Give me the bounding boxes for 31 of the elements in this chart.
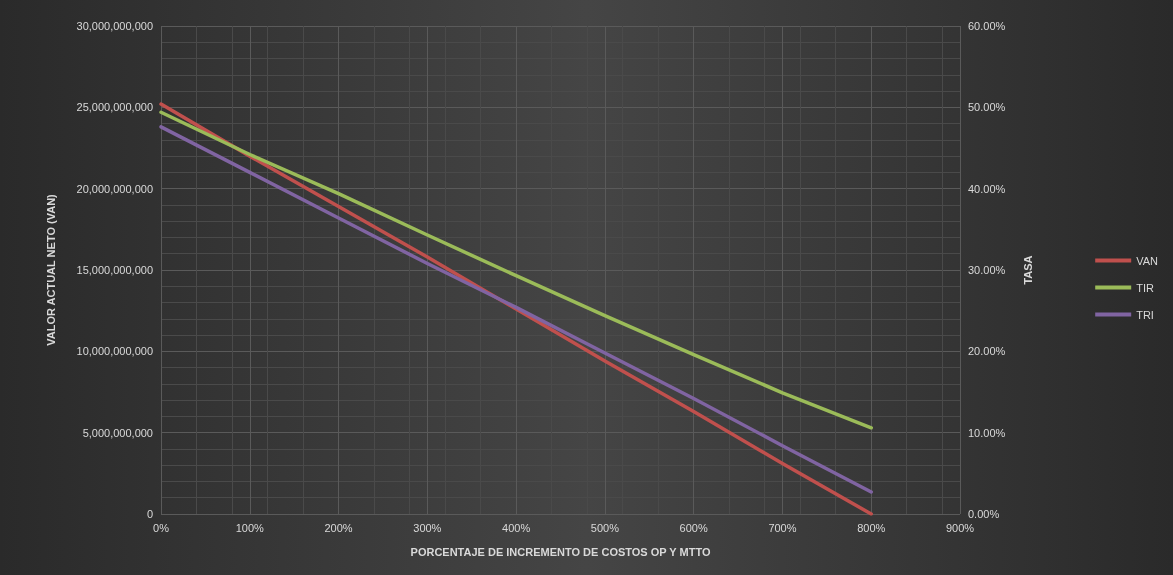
line-series (159, 110, 873, 430)
y2-axis-title: TASA (1021, 255, 1034, 285)
y-tick-label: 0 (146, 508, 153, 520)
x-tick-label: 700% (768, 521, 797, 534)
x-tick-label: 900% (945, 521, 975, 534)
x-axis-title: PORCENTAJE DE INCREMENTO DE COSTOS OP Y MTTO (410, 545, 711, 558)
x-tick-label: 300% (413, 521, 442, 534)
y-tick-label: 30,000,000,000 (76, 20, 153, 32)
y-tick-label: 10,000,000,000 (76, 345, 153, 358)
y2-tick-label: 0.00% (968, 508, 1000, 520)
x-tick-label: 600% (679, 521, 708, 534)
x-tick-label: 200% (324, 521, 353, 534)
y2-tick-label: 60.00% (968, 20, 1006, 32)
y-axis-title: VALOR ACTUAL NETO (VAN) (44, 193, 57, 346)
y-tick-label: 25,000,000,000 (76, 101, 153, 114)
x-tick-label: 400% (502, 521, 531, 534)
legend-label: TRI (1136, 308, 1154, 321)
y2-tick-label: 30.00% (968, 264, 1006, 276)
y-tick-label: 5,000,000,000 (82, 426, 153, 439)
legend-label: VAN (1136, 254, 1159, 267)
y2-tick-label: 50.00% (968, 101, 1006, 114)
y2-tick-label: 40.00% (968, 182, 1006, 195)
x-tick-label: 0% (153, 521, 170, 534)
x-tick-label: 500% (590, 521, 620, 534)
x-tick-label: 100% (235, 521, 265, 534)
y2-tick-label: 10.00% (968, 426, 1006, 439)
y-tick-label: 15,000,000,000 (76, 264, 153, 276)
y-tick-label: 20,000,000,000 (76, 182, 153, 195)
x-tick-label: 800% (857, 521, 886, 534)
legend-label: TIR (1136, 281, 1154, 294)
y2-tick-label: 20.00% (968, 345, 1006, 358)
